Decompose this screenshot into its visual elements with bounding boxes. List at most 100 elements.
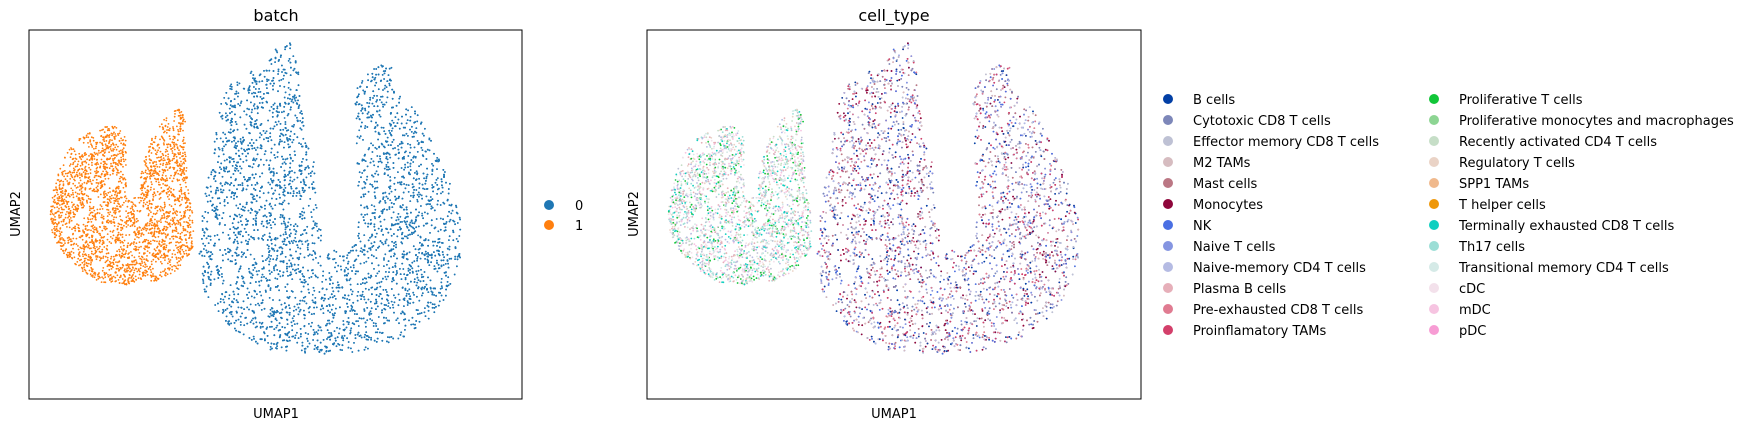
point-batch-1 <box>179 253 182 255</box>
point-batch-1 <box>118 276 121 279</box>
point-batch-1 <box>68 218 71 221</box>
point-batch-1 <box>173 174 176 177</box>
point-batch-1 <box>95 279 98 281</box>
point-batch-0 <box>416 198 419 201</box>
point-batch-1 <box>131 207 134 209</box>
point-batch-1 <box>114 191 117 194</box>
point-batch-1 <box>102 255 105 258</box>
point-batch-1 <box>149 176 151 178</box>
point-batch-1 <box>80 184 83 187</box>
point-batch-1 <box>102 138 105 141</box>
point-batch-1 <box>87 197 90 200</box>
point-batch-1 <box>90 275 93 277</box>
point-batch-1 <box>164 220 167 223</box>
point-batch-1 <box>159 150 162 153</box>
point-batch-1 <box>68 148 71 151</box>
point-batch-1 <box>97 189 100 192</box>
point-batch-1 <box>75 207 78 210</box>
point-batch-1 <box>76 261 79 263</box>
point-batch-1 <box>90 144 93 147</box>
point-batch-1 <box>189 226 192 229</box>
point-batch-1 <box>57 193 59 196</box>
point-batch-1 <box>171 159 174 162</box>
point-batch-1 <box>94 170 96 173</box>
point-batch-1 <box>158 166 161 168</box>
point-batch-1 <box>118 161 120 164</box>
point-batch-1 <box>104 148 107 151</box>
point-batch-1 <box>136 227 139 230</box>
point-batch-1 <box>133 256 136 259</box>
point-batch-1 <box>93 245 96 248</box>
point-batch-1 <box>72 163 74 166</box>
point-batch-1 <box>143 238 146 241</box>
point-batch-1 <box>62 200 65 203</box>
point-batch-1 <box>161 152 164 155</box>
point-batch-1 <box>116 205 118 208</box>
point-batch-1 <box>136 236 139 238</box>
point-batch-1 <box>163 206 166 209</box>
point-batch-1 <box>187 197 189 200</box>
point-batch-1 <box>72 247 74 250</box>
point-batch-1 <box>179 222 182 224</box>
point-batch-1 <box>56 242 58 244</box>
point-batch-1 <box>90 221 93 223</box>
point-batch-1 <box>176 109 179 112</box>
point-batch-1 <box>117 231 120 234</box>
point-batch-1 <box>66 172 69 175</box>
point-batch-1 <box>71 176 74 179</box>
point-batch-1 <box>85 134 88 137</box>
point-batch-1 <box>178 149 180 152</box>
point-batch-1 <box>169 127 171 130</box>
point-batch-1 <box>152 193 155 196</box>
point-batch-1 <box>106 129 109 132</box>
point-batch-1 <box>169 145 172 148</box>
point-batch-1 <box>145 162 147 165</box>
point-batch-1 <box>100 205 103 208</box>
point-batch-1 <box>87 179 89 182</box>
point-batch-1 <box>76 186 79 189</box>
point-batch-1 <box>164 130 166 133</box>
point-batch-1 <box>84 188 87 191</box>
point-batch-1 <box>106 233 109 236</box>
point-batch-1 <box>112 197 115 199</box>
point-batch-1 <box>93 276 96 279</box>
point-batch-1 <box>72 193 74 196</box>
point-batch-1 <box>82 229 84 232</box>
point-batch-1 <box>117 145 119 148</box>
point-batch-1 <box>74 165 77 168</box>
point-batch-1 <box>62 249 64 252</box>
point-batch-1 <box>96 208 99 211</box>
point-batch-1 <box>73 178 75 181</box>
point-batch-1 <box>61 190 64 192</box>
point-batch-1 <box>120 182 123 184</box>
point-batch-1 <box>161 217 164 219</box>
point-batch-1 <box>111 261 114 264</box>
point-batch-1 <box>126 267 129 270</box>
point-batch-1 <box>124 191 126 193</box>
point-batch-1 <box>134 245 137 248</box>
point-batch-1 <box>108 260 111 263</box>
point-batch-1 <box>121 266 124 269</box>
point-batch-1 <box>159 256 162 259</box>
point-batch-1 <box>164 268 167 270</box>
point-batch-1 <box>114 193 116 196</box>
point-batch-1 <box>106 158 109 161</box>
point-batch-1 <box>108 198 110 201</box>
point-batch-1 <box>184 120 187 123</box>
point-batch-1 <box>182 176 185 179</box>
point-batch-1 <box>104 261 107 264</box>
point-batch-1 <box>157 156 160 159</box>
point-batch-1 <box>100 257 103 259</box>
point-batch-1 <box>112 144 115 146</box>
point-batch-1 <box>90 143 92 146</box>
point-batch-1 <box>101 269 104 272</box>
point-batch-1 <box>49 213 52 216</box>
point-batch-1 <box>63 219 65 221</box>
point-batch-1 <box>172 207 175 210</box>
point-batch-1 <box>157 181 160 184</box>
point-batch-1 <box>138 273 141 276</box>
point-batch-1 <box>144 240 146 243</box>
point-batch-1 <box>140 233 143 236</box>
point-batch-1 <box>182 172 185 174</box>
point-batch-1 <box>57 179 60 181</box>
